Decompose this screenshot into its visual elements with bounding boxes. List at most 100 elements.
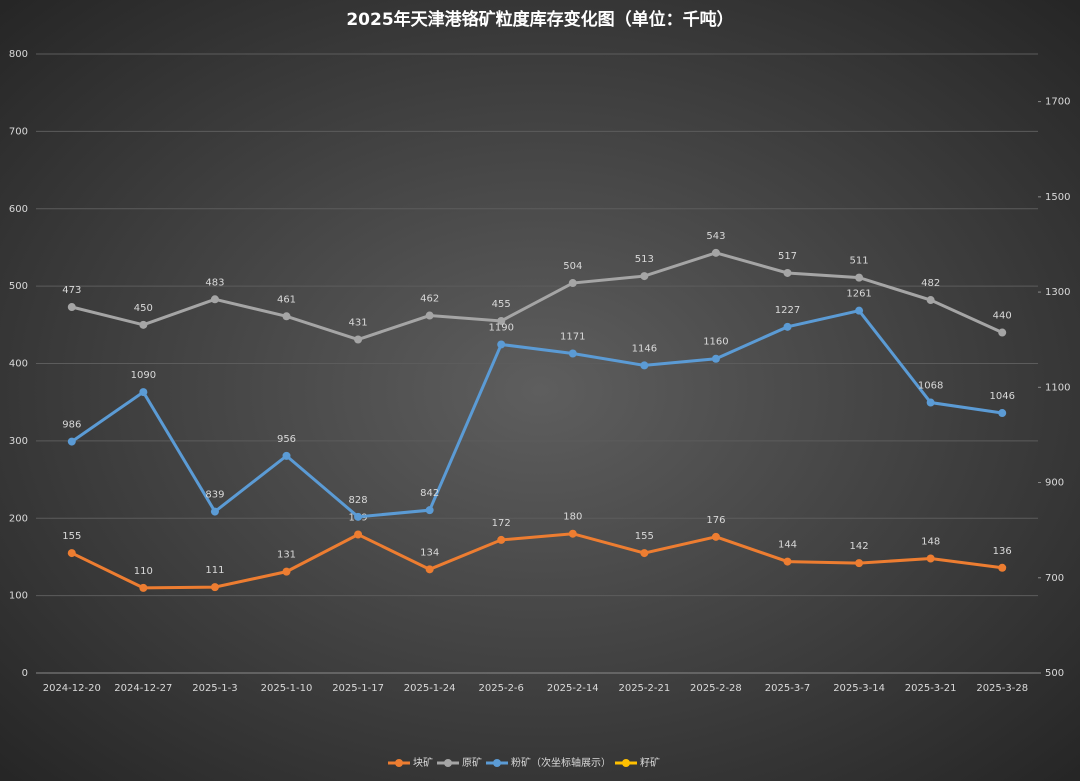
- point: [998, 328, 1007, 337]
- data-label: 176: [706, 515, 725, 526]
- series-line: [70, 308, 1003, 519]
- data-label: 842: [420, 488, 439, 499]
- y-tick-label: 500: [9, 281, 28, 292]
- point: [783, 557, 792, 566]
- data-label: 461: [277, 294, 296, 305]
- point: [640, 549, 649, 558]
- point: [783, 322, 792, 331]
- y2-tick-label: 1500: [1045, 192, 1070, 203]
- data-label: 828: [349, 495, 368, 506]
- data-label: 956: [277, 434, 296, 445]
- point: [926, 398, 935, 407]
- y-tick-label: 400: [9, 359, 28, 370]
- y-tick-label: 700: [9, 126, 28, 137]
- point: [210, 295, 219, 304]
- data-label: 517: [778, 251, 797, 262]
- point: [711, 354, 720, 363]
- point: [497, 316, 506, 325]
- point: [568, 529, 577, 538]
- point: [783, 268, 792, 277]
- point: [282, 451, 291, 460]
- point: [711, 532, 720, 541]
- data-label: 511: [850, 256, 869, 267]
- data-label: 513: [635, 254, 654, 265]
- point: [497, 340, 506, 349]
- legend-label: 粉矿（次坐标轴展示）: [511, 756, 611, 769]
- data-label: 543: [706, 231, 725, 242]
- point: [282, 312, 291, 321]
- y-tick-label: 100: [9, 591, 28, 602]
- point: [855, 306, 864, 315]
- point: [640, 361, 649, 370]
- series-line: [71, 251, 1003, 342]
- point: [855, 273, 864, 282]
- point: [139, 583, 148, 592]
- legend-marker: [395, 759, 403, 767]
- y-tick-label: 300: [9, 436, 28, 447]
- y-tick-label: 800: [9, 49, 28, 60]
- series-line: [71, 532, 1003, 590]
- data-label: 172: [492, 518, 511, 529]
- data-label: 455: [492, 299, 511, 310]
- y-tick-label: 200: [9, 513, 28, 524]
- data-label: 483: [205, 277, 224, 288]
- point: [354, 512, 363, 521]
- y-tick-label: 0: [22, 668, 28, 679]
- point: [711, 248, 720, 257]
- data-label: 473: [62, 285, 81, 296]
- data-label: 1171: [560, 332, 585, 343]
- legend-label: 原矿: [462, 756, 482, 769]
- point: [640, 272, 649, 281]
- data-label: 504: [563, 261, 582, 272]
- point: [139, 320, 148, 329]
- data-label: 131: [277, 550, 296, 561]
- y2-tick-label: 900: [1045, 478, 1064, 489]
- x-tick-label: 2025-3-28: [976, 683, 1028, 694]
- point: [282, 567, 291, 576]
- y2-tick-label: 1100: [1045, 382, 1070, 393]
- data-label: 111: [205, 565, 224, 576]
- point: [497, 535, 506, 544]
- data-label: 1160: [703, 337, 728, 348]
- data-label: 155: [62, 531, 81, 542]
- data-label: 134: [420, 547, 439, 558]
- point: [139, 388, 148, 397]
- point: [210, 507, 219, 516]
- point: [926, 554, 935, 563]
- y2-tick-label: 1300: [1045, 287, 1070, 298]
- point: [568, 279, 577, 288]
- data-label: 1090: [131, 370, 156, 381]
- legend-label: 块矿: [413, 756, 433, 769]
- x-tick-label: 2025-1-10: [261, 683, 313, 694]
- data-label: 110: [134, 566, 153, 577]
- legend-marker: [622, 759, 630, 767]
- data-label: 136: [993, 546, 1012, 557]
- x-tick-label: 2025-1-24: [404, 683, 456, 694]
- x-tick-label: 2025-1-3: [192, 683, 237, 694]
- point: [425, 565, 434, 574]
- y-tick-label: 600: [9, 204, 28, 215]
- point: [354, 530, 363, 539]
- y2-tick-label: 500: [1045, 668, 1064, 679]
- x-tick-label: 2024-12-27: [114, 683, 172, 694]
- x-tick-label: 2025-3-21: [905, 683, 957, 694]
- point: [67, 303, 76, 312]
- data-label: 148: [921, 536, 940, 547]
- legend-marker: [493, 759, 501, 767]
- data-label: 1261: [846, 289, 871, 300]
- data-label: 1068: [918, 381, 943, 392]
- legend-label: 籽矿: [640, 756, 660, 769]
- point: [425, 311, 434, 320]
- data-label: 1190: [488, 322, 513, 333]
- point: [926, 296, 935, 305]
- data-label: 142: [850, 541, 869, 552]
- x-tick-label: 2025-3-7: [765, 683, 810, 694]
- y2-tick-label: 1700: [1045, 97, 1070, 108]
- data-label: 155: [635, 531, 654, 542]
- x-tick-label: 2025-2-28: [690, 683, 742, 694]
- data-label: 180: [563, 512, 582, 523]
- point: [855, 559, 864, 568]
- point: [210, 583, 219, 592]
